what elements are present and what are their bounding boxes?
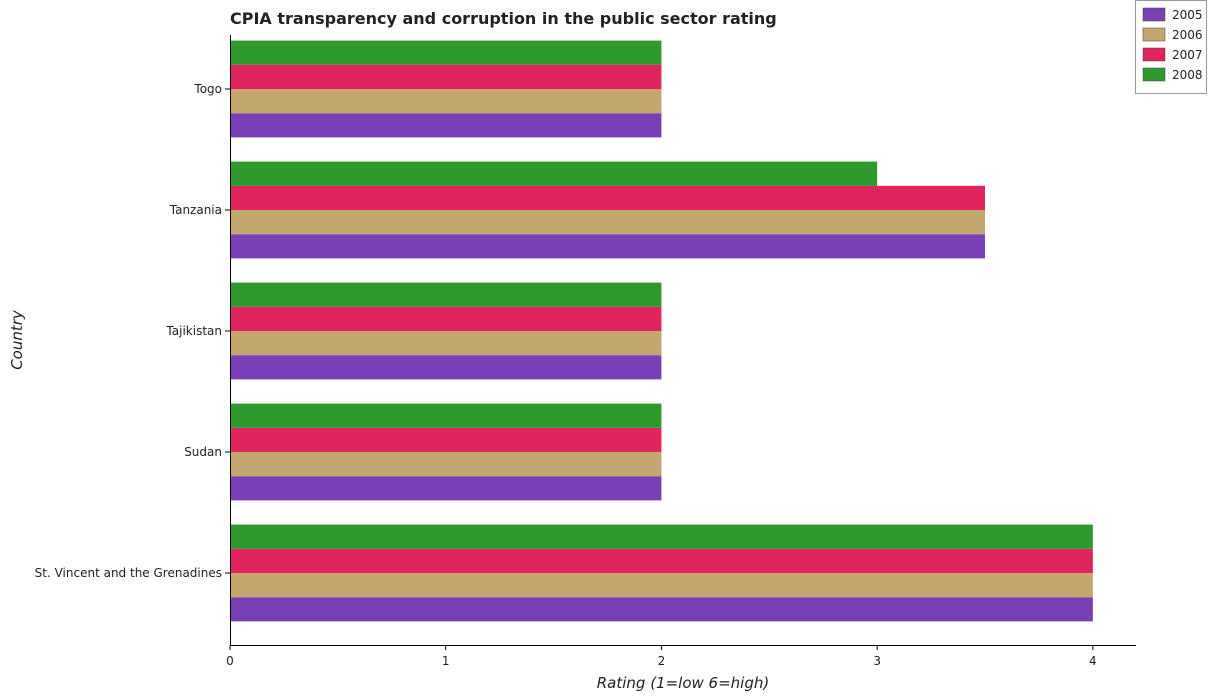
bar-sudan-2008 — [230, 403, 662, 428]
x-tick-label: 3 — [873, 654, 881, 668]
legend-label-2008: 2008 — [1172, 68, 1203, 82]
x-axis-label: Rating (1=low 6=high) — [597, 674, 769, 692]
bar-togo-2008 — [230, 40, 662, 65]
x-tick-label: 0 — [226, 654, 234, 668]
legend-swatch-2007 — [1142, 47, 1166, 62]
x-tick-label: 1 — [442, 654, 450, 668]
y-tick-label: Tajikistan — [165, 324, 222, 338]
bar-tajikistan-2005 — [230, 355, 662, 380]
bar-tajikistan-2007 — [230, 306, 662, 331]
legend-swatch-2008 — [1142, 67, 1166, 82]
legend: 2005 2006 2007 2008 — [1135, 0, 1207, 94]
legend-swatch-2005 — [1142, 7, 1166, 22]
bar-sudan-2007 — [230, 427, 662, 452]
bars-group — [230, 40, 1093, 622]
bar-sudan-2005 — [230, 476, 662, 501]
bar-st-vincent-and-the-grenadines-2008 — [230, 524, 1093, 549]
bar-st-vincent-and-the-grenadines-2007 — [230, 548, 1093, 573]
legend-swatch-2006 — [1142, 27, 1166, 42]
y-tick-label: Tanzania — [169, 203, 222, 217]
bar-tajikistan-2008 — [230, 282, 662, 307]
bar-tanzania-2006 — [230, 210, 985, 235]
bar-st-vincent-and-the-grenadines-2005 — [230, 597, 1093, 622]
bar-sudan-2006 — [230, 452, 662, 477]
y-tick-label: St. Vincent and the Grenadines — [35, 566, 222, 580]
x-ticks: 0 1 2 3 4 — [226, 645, 1097, 668]
bar-tajikistan-2006 — [230, 331, 662, 356]
legend-label-2005: 2005 — [1172, 8, 1203, 22]
bar-togo-2005 — [230, 113, 662, 138]
bar-tanzania-2008 — [230, 161, 878, 186]
bar-tanzania-2005 — [230, 234, 985, 259]
bar-tanzania-2007 — [230, 185, 985, 210]
y-tick-label: Togo — [193, 82, 222, 96]
legend-label-2007: 2007 — [1172, 48, 1203, 62]
x-tick-label: 4 — [1089, 654, 1097, 668]
bar-togo-2007 — [230, 64, 662, 89]
legend-label-2006: 2006 — [1172, 28, 1203, 42]
x-tick-label: 2 — [658, 654, 666, 668]
y-tick-label: Sudan — [184, 445, 222, 459]
bar-togo-2006 — [230, 89, 662, 114]
bar-st-vincent-and-the-grenadines-2006 — [230, 573, 1093, 598]
chart-title: CPIA transparency and corruption in the … — [230, 9, 777, 28]
y-ticks: St. Vincent and the Grenadines Sudan Tajik… — [35, 82, 230, 580]
y-axis-label: Country — [8, 309, 26, 370]
